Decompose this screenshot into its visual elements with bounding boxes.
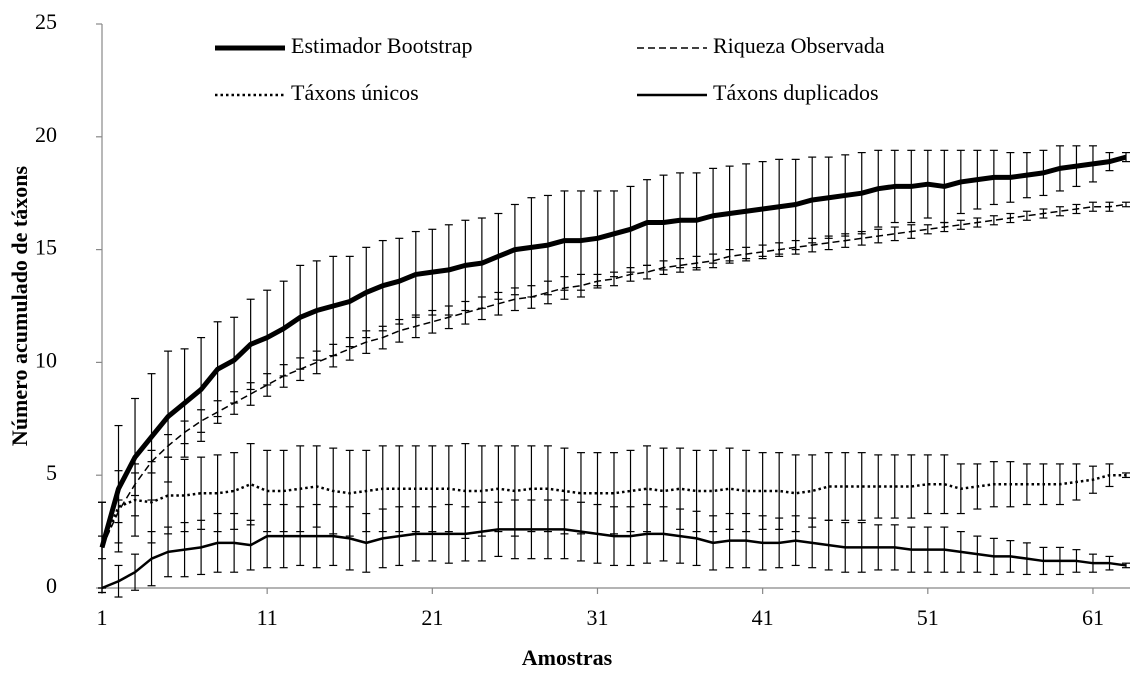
error-bar xyxy=(923,454,932,515)
error-bar xyxy=(461,300,470,325)
error-bar xyxy=(923,224,932,235)
x-axis-label: Amostras xyxy=(522,645,613,670)
error-bar xyxy=(1055,206,1064,217)
error-bar xyxy=(841,452,850,521)
error-bar xyxy=(857,230,866,246)
error-bar xyxy=(395,318,404,343)
y-tick-label: 20 xyxy=(35,122,57,147)
x-tick-label: 21 xyxy=(421,605,443,630)
legend-label: Riqueza Observada xyxy=(713,33,885,58)
error-bar xyxy=(989,215,998,226)
y-tick-label: 15 xyxy=(35,235,57,260)
x-tick-label: 61 xyxy=(1082,605,1104,630)
error-bar xyxy=(907,454,916,519)
error-bar xyxy=(643,264,652,280)
error-bar xyxy=(1122,201,1130,208)
error-bar xyxy=(857,452,866,521)
error-bar xyxy=(263,373,272,397)
error-bar xyxy=(428,309,437,334)
legend-label: Táxons duplicados xyxy=(713,80,879,105)
legend-label: Estimador Bootstrap xyxy=(291,33,472,58)
error-bar xyxy=(312,350,321,375)
y-tick-label: 0 xyxy=(46,573,57,598)
x-tick-label: 1 xyxy=(97,605,108,630)
y-tick-label: 25 xyxy=(35,9,57,34)
error-bar xyxy=(956,219,965,230)
error-bar xyxy=(1088,201,1097,212)
error-bar xyxy=(610,271,618,287)
error-bar xyxy=(890,226,899,242)
error-bar xyxy=(874,454,883,519)
legend-label: Táxons únicos xyxy=(291,80,419,105)
y-tick-label: 5 xyxy=(46,460,57,485)
x-tick-label: 41 xyxy=(752,605,774,630)
error-bar xyxy=(345,336,354,361)
series-line xyxy=(101,203,1127,548)
x-tick-label: 51 xyxy=(917,605,939,630)
error-bar xyxy=(940,454,949,515)
series-line xyxy=(101,528,1127,590)
series-line xyxy=(100,473,1126,548)
x-tick-label: 11 xyxy=(257,605,278,630)
error-bar xyxy=(676,258,685,273)
x-tick-label: 31 xyxy=(586,605,608,630)
y-axis-label: Número acumulado de táxons xyxy=(7,166,32,447)
error-bar xyxy=(543,280,552,305)
error-bar xyxy=(197,409,206,433)
error-bar xyxy=(824,235,833,251)
error-bar xyxy=(180,458,189,533)
error-bar xyxy=(890,454,899,519)
error-bar xyxy=(1022,210,1031,221)
error-bar xyxy=(114,470,123,544)
y-tick-label: 10 xyxy=(35,347,57,372)
series-line xyxy=(99,154,1127,549)
error-bar xyxy=(576,273,585,298)
